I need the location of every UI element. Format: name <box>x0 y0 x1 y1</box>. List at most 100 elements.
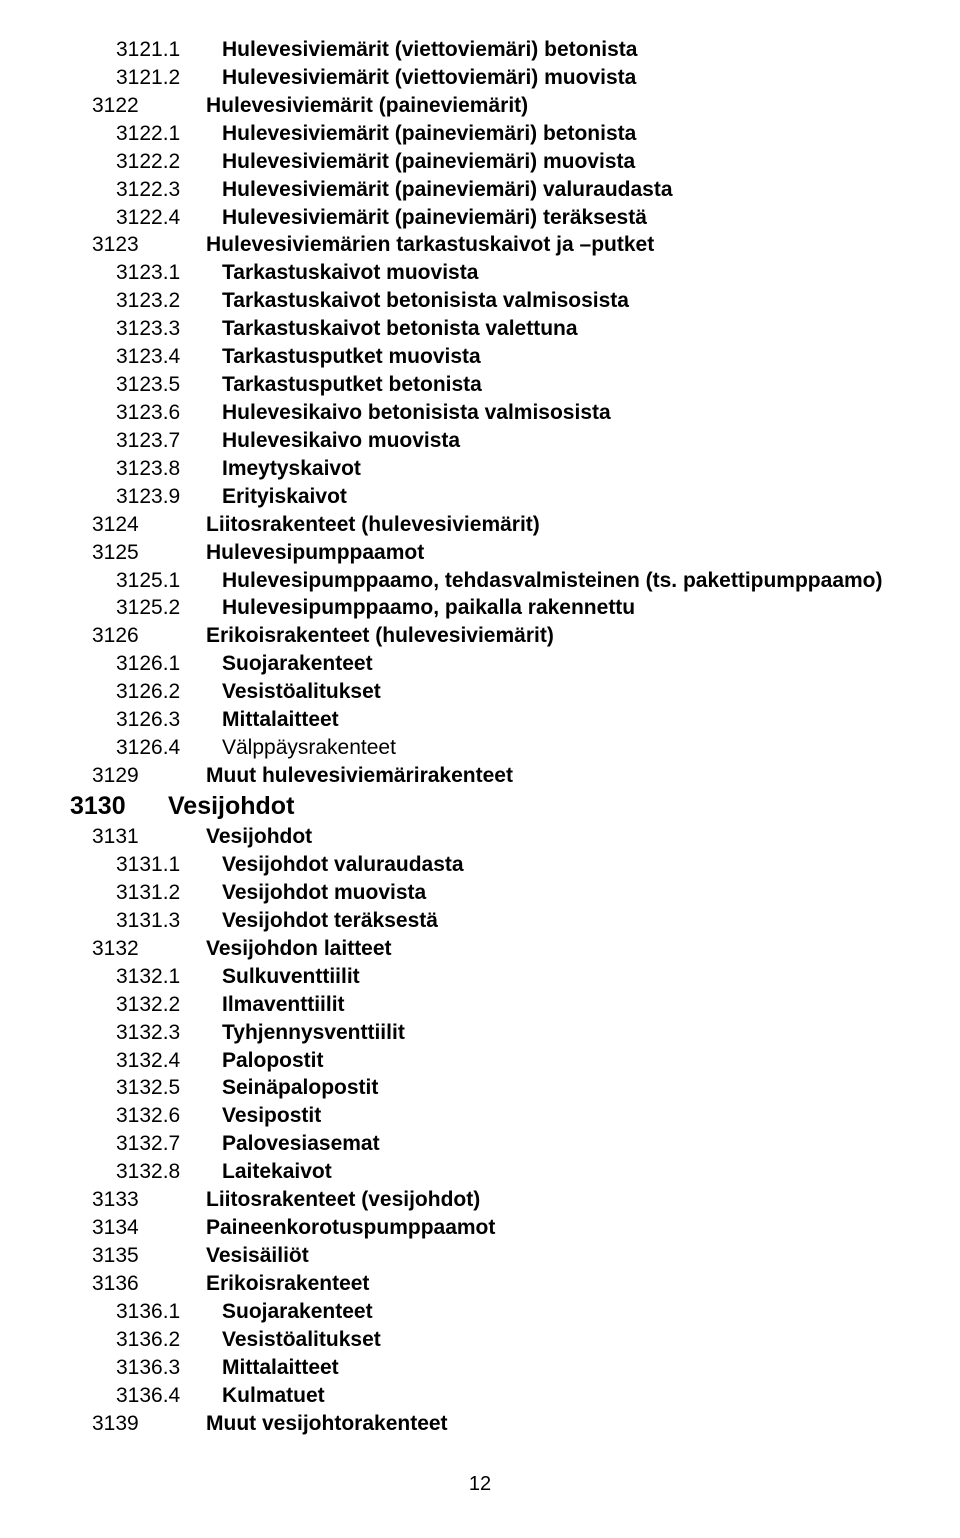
outline-code: 3136.4 <box>116 1382 222 1410</box>
outline-text: Tarkastuskaivot betonista valettuna <box>222 317 578 340</box>
outline-row: 3123.7Hulevesikaivo muovista <box>0 427 960 455</box>
outline-code: 3132.6 <box>116 1102 222 1130</box>
outline-text: Suojarakenteet <box>222 652 373 675</box>
outline-code: 3136.3 <box>116 1354 222 1382</box>
outline-row: 3132.6Vesipostit <box>0 1102 960 1130</box>
outline-text: Hulevesiviemärit (paineviemäri) teräkses… <box>222 206 647 229</box>
outline-code: 3123.3 <box>116 315 222 343</box>
outline-code: 3126.2 <box>116 678 222 706</box>
outline-text: Hulevesipumppaamot <box>206 541 424 564</box>
outline-row: 3123.4Tarkastusputket muovista <box>0 343 960 371</box>
outline-code: 3123 <box>92 231 206 259</box>
outline-code: 3123.9 <box>116 483 222 511</box>
outline-code: 3123.4 <box>116 343 222 371</box>
outline-row: 3122Hulevesiviemärit (paineviemärit) <box>0 92 960 120</box>
outline-text: Vesijohdot valuraudasta <box>222 853 464 876</box>
outline-row: 3136Erikoisrakenteet <box>0 1270 960 1298</box>
outline-text: Erikoisrakenteet (hulevesiviemärit) <box>206 624 554 647</box>
outline-row: 3133Liitosrakenteet (vesijohdot) <box>0 1186 960 1214</box>
outline-row: 3136.4Kulmatuet <box>0 1382 960 1410</box>
outline-row: 3132.4Palopostit <box>0 1047 960 1075</box>
outline-text: Palovesiasemat <box>222 1132 380 1155</box>
document-page: 3121.1Hulevesiviemärit (viettoviemäri) b… <box>0 36 960 1498</box>
outline-text: Vesisäiliöt <box>206 1244 309 1267</box>
outline-code: 3123.2 <box>116 287 222 315</box>
outline-text: Hulevesiviemärit (viettoviemäri) muovist… <box>222 66 636 89</box>
outline-text: Kulmatuet <box>222 1384 325 1407</box>
outline-code: 3136 <box>92 1270 206 1298</box>
outline-text: Hulevesiviemärien tarkastuskaivot ja –pu… <box>206 233 654 256</box>
outline-code: 3122.4 <box>116 204 222 232</box>
outline-code: 3121.1 <box>116 36 222 64</box>
outline-code: 3125.1 <box>116 567 222 595</box>
outline-code: 3132.8 <box>116 1158 222 1186</box>
outline-text: Erikoisrakenteet <box>206 1272 369 1295</box>
outline-code: 3136.2 <box>116 1326 222 1354</box>
outline-code: 3139 <box>92 1410 206 1438</box>
outline-row: 3131.2Vesijohdot muovista <box>0 879 960 907</box>
outline-list: 3121.1Hulevesiviemärit (viettoviemäri) b… <box>0 36 960 1437</box>
outline-code: 3136.1 <box>116 1298 222 1326</box>
outline-text: Erityiskaivot <box>222 485 347 508</box>
outline-code: 3131.2 <box>116 879 222 907</box>
outline-text: Imeytyskaivot <box>222 457 361 480</box>
outline-row: 3126.1Suojarakenteet <box>0 650 960 678</box>
outline-text: Vesistöalitukset <box>222 1328 381 1351</box>
outline-code: 3123.1 <box>116 259 222 287</box>
outline-row: 3126.4Välppäysrakenteet <box>0 734 960 762</box>
outline-row: 3132.1Sulkuventtiilit <box>0 963 960 991</box>
outline-row: 3126.2Vesistöalitukset <box>0 678 960 706</box>
outline-code: 3126.1 <box>116 650 222 678</box>
outline-text: Liitosrakenteet (hulevesiviemärit) <box>206 513 540 536</box>
outline-row: 3131.3Vesijohdot teräksestä <box>0 907 960 935</box>
outline-row: 3121.2Hulevesiviemärit (viettoviemäri) m… <box>0 64 960 92</box>
outline-row: 3123.5Tarkastusputket betonista <box>0 371 960 399</box>
outline-code: 3132.7 <box>116 1130 222 1158</box>
outline-code: 3122 <box>92 92 206 120</box>
outline-code: 3132.1 <box>116 963 222 991</box>
outline-code: 3132 <box>92 935 206 963</box>
outline-text: Hulevesikaivo muovista <box>222 429 460 452</box>
outline-text: Vesistöalitukset <box>222 680 381 703</box>
outline-code: 3132.2 <box>116 991 222 1019</box>
outline-row: 3132.2Ilmaventtiilit <box>0 991 960 1019</box>
outline-text: Hulevesiviemärit (viettoviemäri) betonis… <box>222 38 637 61</box>
outline-text: Laitekaivot <box>222 1160 332 1183</box>
outline-code: 3130 <box>70 790 168 823</box>
outline-row: 3129Muut hulevesiviemärirakenteet <box>0 762 960 790</box>
outline-code: 3135 <box>92 1242 206 1270</box>
outline-row: 3134Paineenkorotuspumppaamot <box>0 1214 960 1242</box>
outline-code: 3126.3 <box>116 706 222 734</box>
outline-row: 3132Vesijohdon laitteet <box>0 935 960 963</box>
outline-text: Hulevesiviemärit (paineviemäri) betonist… <box>222 122 636 145</box>
outline-row: 3132.3Tyhjennysventtiilit <box>0 1019 960 1047</box>
outline-row: 3131.1Vesijohdot valuraudasta <box>0 851 960 879</box>
outline-code: 3134 <box>92 1214 206 1242</box>
outline-code: 3133 <box>92 1186 206 1214</box>
outline-code: 3125.2 <box>116 594 222 622</box>
outline-row: 3123.8Imeytyskaivot <box>0 455 960 483</box>
outline-text: Hulevesiviemärit (paineviemäri) muovista <box>222 150 635 173</box>
outline-row: 3123.2Tarkastuskaivot betonisista valmis… <box>0 287 960 315</box>
outline-text: Hulevesiviemärit (paineviemärit) <box>206 94 528 117</box>
outline-text: Muut vesijohtorakenteet <box>206 1412 448 1435</box>
outline-row: 3124Liitosrakenteet (hulevesiviemärit) <box>0 511 960 539</box>
outline-row: 3123.1Tarkastuskaivot muovista <box>0 259 960 287</box>
outline-text: Hulevesikaivo betonisista valmisosista <box>222 401 611 424</box>
outline-row: 3132.7Palovesiasemat <box>0 1130 960 1158</box>
outline-code: 3125 <box>92 539 206 567</box>
outline-text: Ilmaventtiilit <box>222 993 345 1016</box>
outline-text: Tarkastusputket betonista <box>222 373 482 396</box>
outline-text: Vesijohdot <box>206 825 312 848</box>
outline-text: Seinäpalopostit <box>222 1076 378 1099</box>
outline-code: 3131.1 <box>116 851 222 879</box>
outline-text: Tarkastusputket muovista <box>222 345 481 368</box>
outline-row: 3125Hulevesipumppaamot <box>0 539 960 567</box>
outline-text: Sulkuventtiilit <box>222 965 360 988</box>
outline-code: 3122.2 <box>116 148 222 176</box>
outline-row: 3122.2Hulevesiviemärit (paineviemäri) mu… <box>0 148 960 176</box>
outline-code: 3132.3 <box>116 1019 222 1047</box>
outline-row: 3126.3Mittalaitteet <box>0 706 960 734</box>
outline-code: 3126 <box>92 622 206 650</box>
outline-code: 3132.5 <box>116 1074 222 1102</box>
